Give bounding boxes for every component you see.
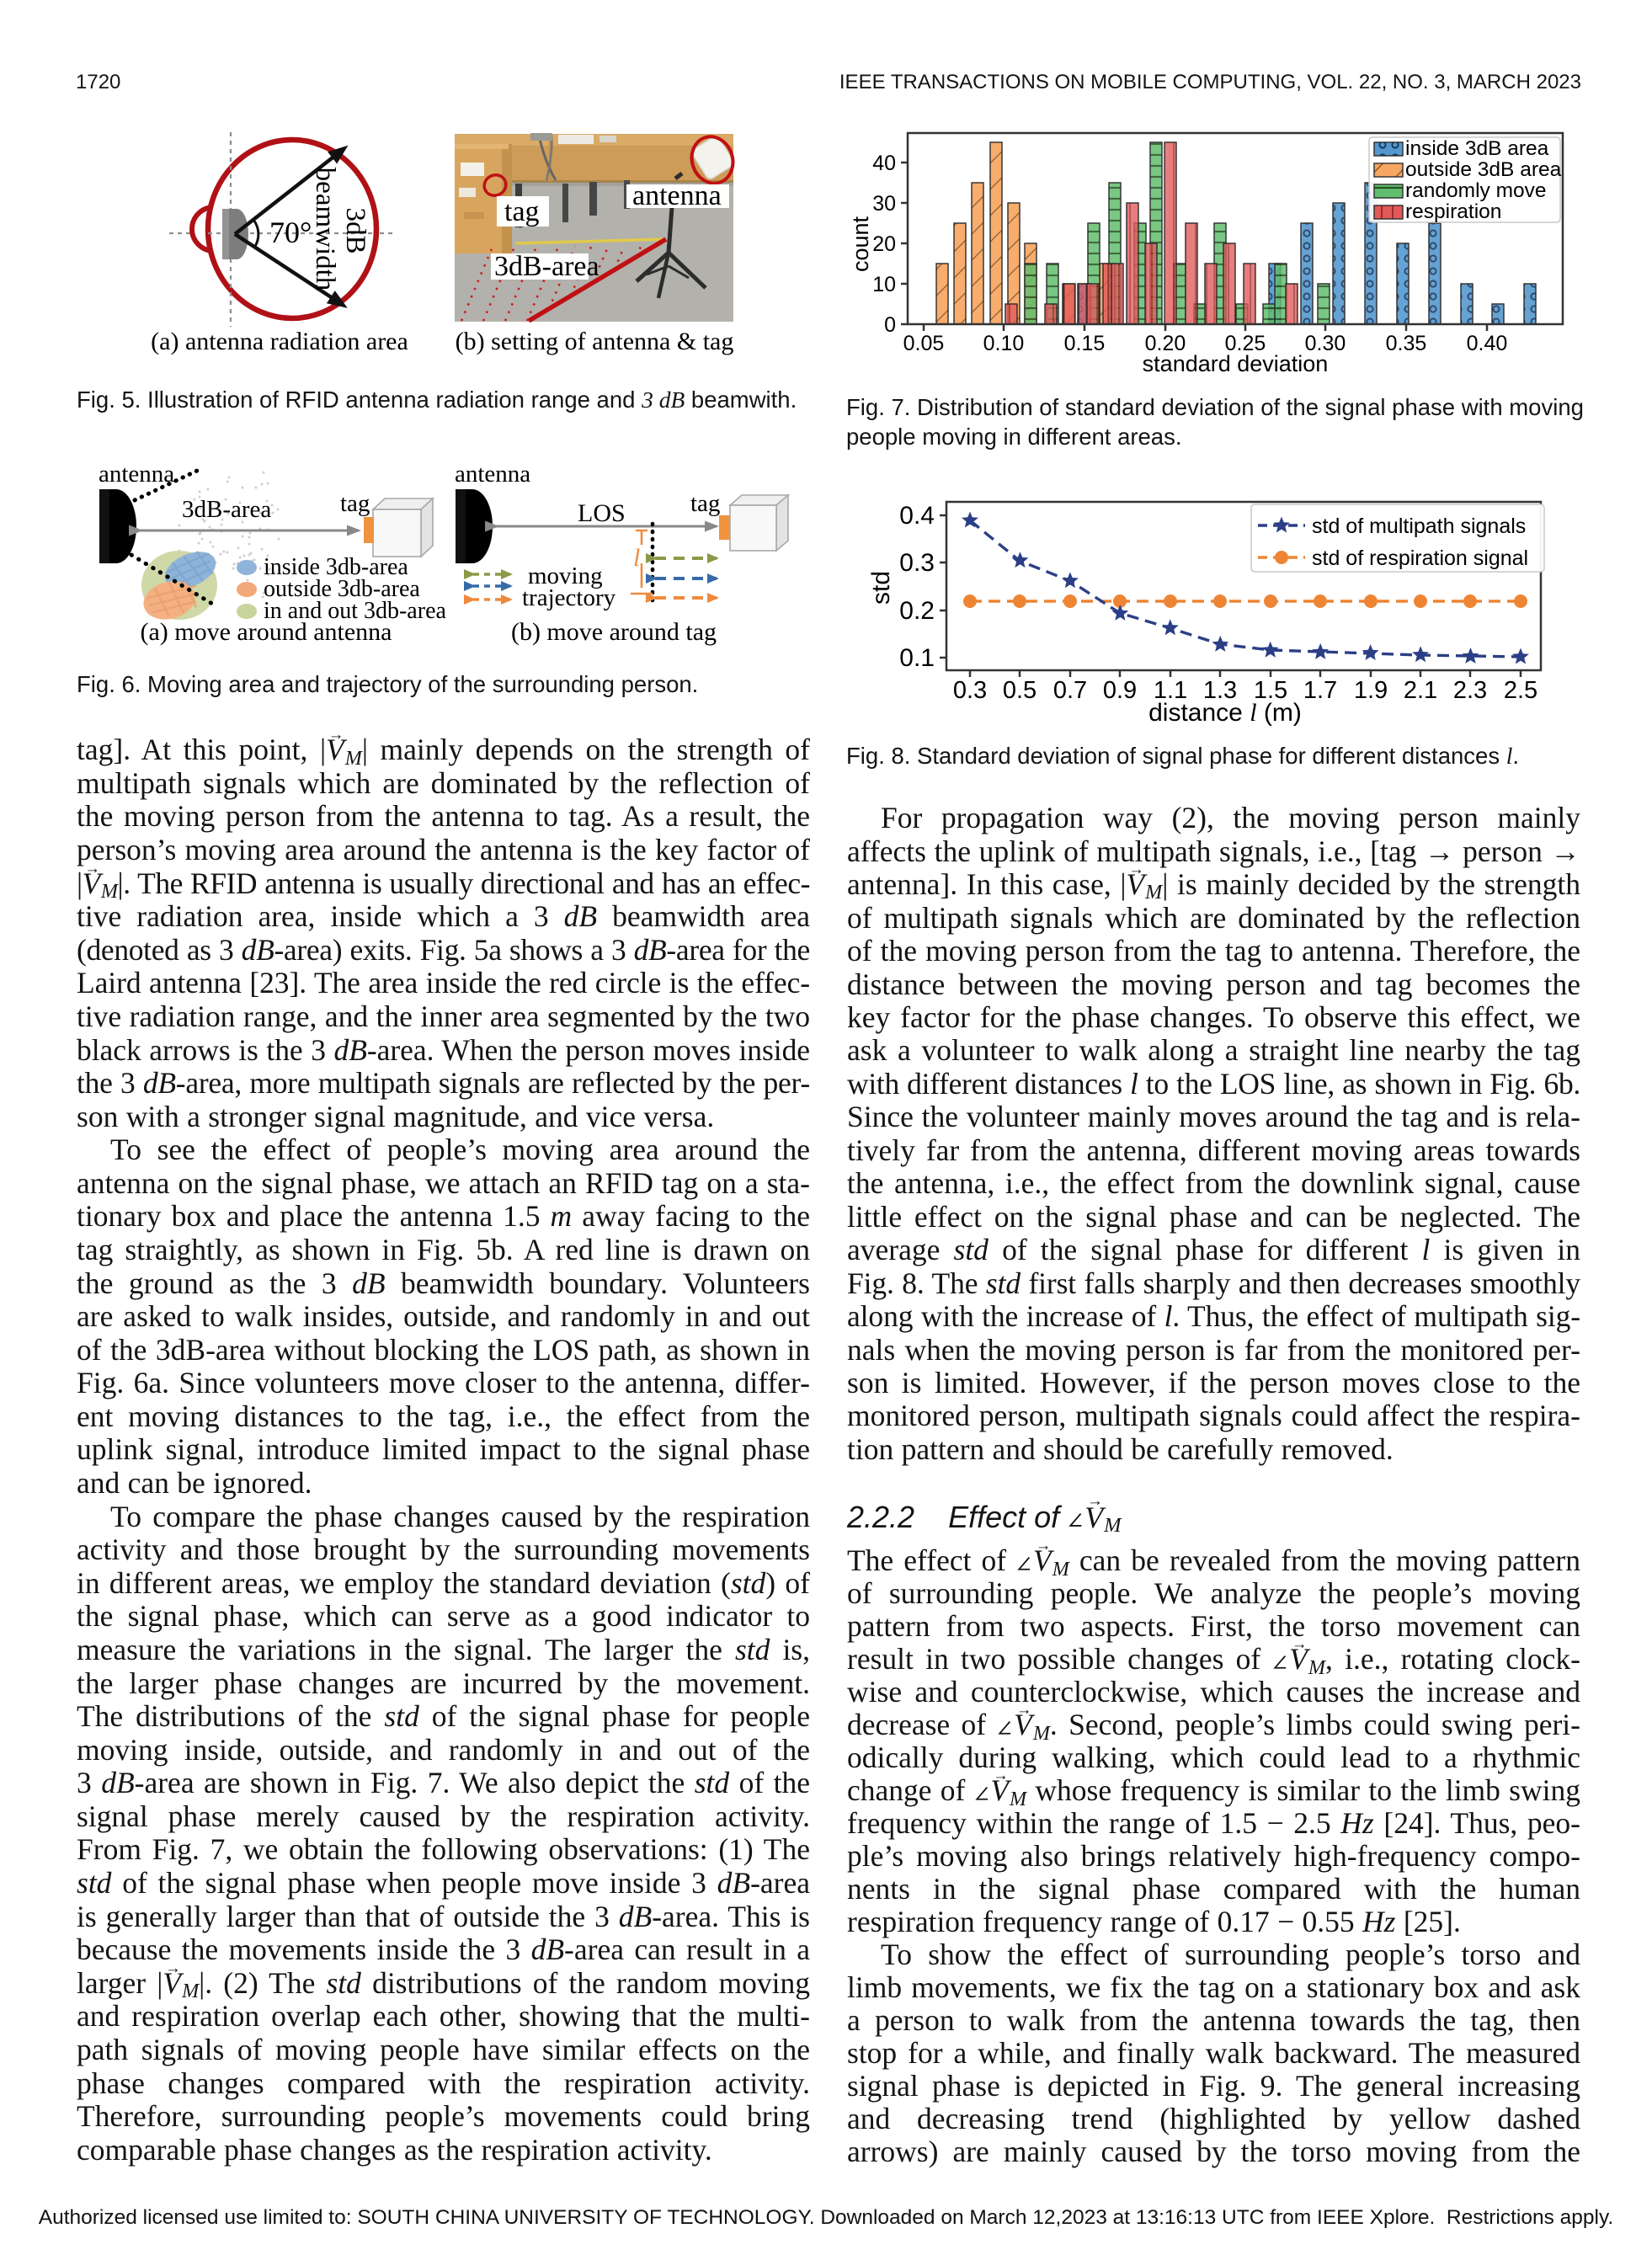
svg-text:distance l (m): distance l (m)	[1148, 699, 1302, 727]
svg-text:beamwidth: beamwidth	[310, 168, 340, 291]
svg-text:inside 3db-area: inside 3db-area	[264, 554, 408, 580]
svg-text:0.40: 0.40	[1467, 332, 1508, 355]
svg-text:0.05: 0.05	[903, 332, 945, 355]
svg-text:std of multipath signals: std of multipath signals	[1312, 514, 1526, 538]
svg-text:0.5: 0.5	[1003, 677, 1036, 704]
svg-text:1.9: 1.9	[1354, 677, 1388, 704]
svg-text:tag: tag	[340, 490, 370, 517]
svg-text:30: 30	[872, 192, 896, 216]
svg-text:standard deviation: standard deviation	[1143, 351, 1329, 376]
svg-text:(a) antenna radiation area: (a) antenna radiation area	[151, 328, 408, 355]
svg-text:std of respiration signal: std of respiration signal	[1312, 546, 1528, 570]
svg-text:0.30: 0.30	[1305, 332, 1346, 355]
svg-text:randomly move: randomly move	[1405, 179, 1546, 202]
svg-text:tag: tag	[504, 196, 540, 227]
svg-text:outside 3dB area: outside 3dB area	[1405, 158, 1562, 181]
svg-text:LOS: LOS	[578, 499, 626, 527]
svg-text:trajectory: trajectory	[522, 584, 616, 611]
svg-text:70°: 70°	[269, 216, 312, 249]
svg-text:20: 20	[872, 232, 896, 256]
svg-text:in and out 3db-area: in and out 3db-area	[264, 598, 446, 624]
svg-text:std: std	[867, 571, 895, 605]
svg-text:moving: moving	[528, 562, 603, 589]
svg-text:0.4: 0.4	[899, 502, 935, 530]
svg-text:40: 40	[872, 152, 896, 175]
svg-text:0.7: 0.7	[1053, 677, 1087, 704]
svg-text:count: count	[848, 216, 873, 272]
svg-text:tag: tag	[690, 490, 720, 517]
svg-text:1.5: 1.5	[1254, 677, 1287, 704]
svg-text:antenna: antenna	[99, 461, 174, 488]
svg-text:0: 0	[884, 313, 896, 337]
svg-text:0.15: 0.15	[1064, 332, 1106, 355]
svg-text:1.3: 1.3	[1203, 677, 1237, 704]
svg-text:2.5: 2.5	[1504, 677, 1537, 704]
svg-text:1.7: 1.7	[1303, 677, 1337, 704]
svg-text:2.1: 2.1	[1404, 677, 1437, 704]
svg-text:0.3: 0.3	[899, 549, 935, 577]
svg-text:3dB: 3dB	[340, 207, 370, 253]
svg-text:antenna: antenna	[455, 461, 530, 488]
svg-text:0.25: 0.25	[1225, 332, 1266, 355]
svg-text:0.1: 0.1	[899, 644, 935, 672]
svg-text:3dB-area: 3dB-area	[494, 251, 600, 282]
svg-text:outside 3db-area: outside 3db-area	[264, 576, 420, 602]
svg-text:1.1: 1.1	[1154, 677, 1187, 704]
svg-text:3dB-area: 3dB-area	[182, 496, 271, 523]
svg-text:antenna: antenna	[632, 180, 722, 211]
svg-text:(a) move around antenna: (a) move around antenna	[140, 618, 392, 646]
svg-text:2.3: 2.3	[1453, 677, 1487, 704]
svg-text:inside 3dB area: inside 3dB area	[1405, 137, 1549, 160]
svg-text:0.2: 0.2	[899, 597, 935, 625]
svg-text:(b) move around tag: (b) move around tag	[511, 618, 717, 646]
svg-text:respiration: respiration	[1405, 200, 1501, 223]
svg-text:l: l	[633, 544, 640, 572]
svg-text:0.9: 0.9	[1103, 677, 1137, 704]
svg-text:0.20: 0.20	[1145, 332, 1186, 355]
svg-text:(b) setting of antenna & tag: (b) setting of antenna & tag	[456, 328, 734, 355]
svg-text:0.10: 0.10	[983, 332, 1025, 355]
svg-text:0.35: 0.35	[1386, 332, 1427, 355]
svg-text:0.3: 0.3	[953, 677, 987, 704]
svg-text:10: 10	[872, 273, 896, 296]
